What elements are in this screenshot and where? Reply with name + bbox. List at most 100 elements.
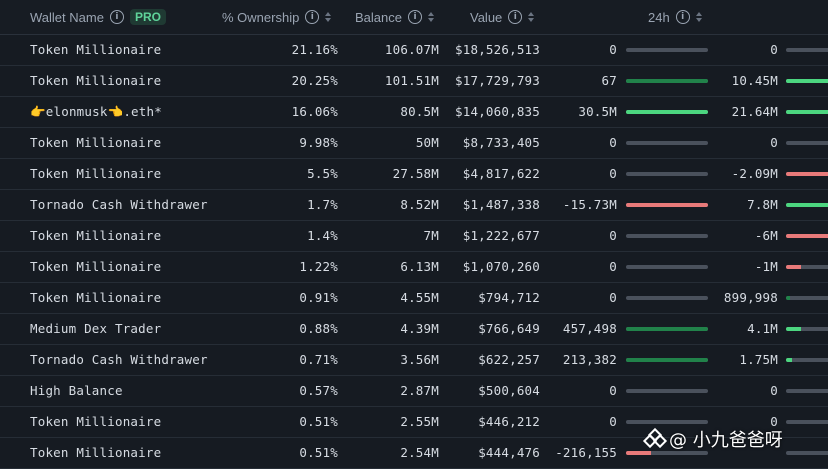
info-icon[interactable]: i <box>305 10 320 24</box>
wallet-name-link[interactable]: Token Millionaire <box>30 290 162 305</box>
column-label: 24h <box>648 9 670 25</box>
table-row[interactable]: Tornado Cash Withdrawer 1.7% 8.52M $1,487,3… <box>0 190 828 221</box>
table-row[interactable]: Medium Dex Trader 0.88% 4.39M $766,649 457,4… <box>0 314 828 345</box>
wallet-name-link[interactable]: Token Millionaire <box>30 42 162 57</box>
balance-value: 106.07M <box>384 42 439 57</box>
sort-icon[interactable] <box>325 12 332 22</box>
value-amount: $14,060,835 <box>455 104 540 119</box>
column-header-wallet-name[interactable]: Wallet Name i PRO <box>30 0 166 34</box>
wallet-name-link[interactable]: Token Millionaire <box>30 135 162 150</box>
change-24h-value: 0 <box>609 42 617 57</box>
change-bar <box>786 172 828 176</box>
value-amount: $8,733,405 <box>462 135 540 150</box>
table-header: Wallet Name i PRO % Ownership i Balance … <box>0 0 828 35</box>
value-amount: $766,649 <box>478 321 540 336</box>
wallet-name-link[interactable]: Token Millionaire <box>30 414 162 429</box>
change-secondary-value: 0 <box>770 42 778 57</box>
wallet-name-link[interactable]: 👉elonmusk👈.eth* <box>30 104 162 119</box>
change-secondary-value: 10.45M <box>731 73 778 88</box>
change-bar-fill <box>786 110 828 114</box>
value-amount: $18,526,513 <box>455 42 540 57</box>
info-icon[interactable]: i <box>109 10 124 24</box>
change-bar <box>626 265 708 269</box>
table-row[interactable]: Tornado Cash Withdrawer 0.71% 3.56M $622,25… <box>0 345 828 376</box>
change-bar-fill <box>626 79 708 83</box>
ownership-value: 9.98% <box>299 135 338 150</box>
balance-value: 2.54M <box>400 445 439 460</box>
column-label: Value <box>470 9 503 25</box>
wallet-name-link[interactable]: Token Millionaire <box>30 228 162 243</box>
wallet-name-link[interactable]: Token Millionaire <box>30 445 162 460</box>
info-icon[interactable]: i <box>407 10 422 24</box>
sort-icon[interactable] <box>695 12 702 22</box>
ownership-value: 0.88% <box>299 321 338 336</box>
change-bar-fill <box>626 110 708 114</box>
change-24h-value: 457,498 <box>562 321 617 336</box>
column-label: % Ownership <box>222 9 300 25</box>
diamond-logo-icon <box>642 427 668 449</box>
change-bar <box>626 358 708 362</box>
wallet-name-link[interactable]: High Balance <box>30 383 123 398</box>
change-bar <box>626 203 708 207</box>
wallet-name-link[interactable]: Token Millionaire <box>30 259 162 274</box>
change-bar-fill <box>786 358 793 362</box>
change-24h-value: -15.73M <box>562 197 617 212</box>
change-bar <box>786 110 828 114</box>
change-bar <box>786 79 828 83</box>
table-row[interactable]: Token Millionaire 5.5% 27.58M $4,817,622 0 -2… <box>0 159 828 190</box>
ownership-value: 0.51% <box>299 445 338 460</box>
table-row[interactable]: 👉elonmusk👈.eth* 16.06% 80.5M $14,060,835 30.… <box>0 97 828 128</box>
value-amount: $17,729,793 <box>455 73 540 88</box>
change-secondary-value: 4.1M <box>747 321 778 336</box>
info-icon[interactable]: i <box>675 10 690 24</box>
column-header-24h[interactable]: 24h i <box>648 0 702 34</box>
change-24h-value: 213,382 <box>562 352 617 367</box>
table-row[interactable]: High Balance 0.57% 2.87M $500,604 0 0 <box>0 376 828 407</box>
change-bar <box>786 265 828 269</box>
watermark-text: @ 小九爸爸呀 <box>669 430 783 451</box>
wallet-name-link[interactable]: Tornado Cash Withdrawer <box>30 197 208 212</box>
ownership-value: 5.5% <box>307 166 338 181</box>
ownership-value: 1.7% <box>307 197 338 212</box>
watermark: @ 小九爸爸呀 <box>642 426 783 452</box>
change-bar <box>626 141 708 145</box>
table-row[interactable]: Token Millionaire 21.16% 106.07M $18,526,51… <box>0 35 828 66</box>
table-row[interactable]: Token Millionaire 1.22% 6.13M $1,070,260 0 -1… <box>0 252 828 283</box>
change-bar <box>786 389 828 393</box>
change-secondary-value: 0 <box>770 414 778 429</box>
change-secondary-value: 7.8M <box>747 197 778 212</box>
column-header-balance[interactable]: Balance i <box>355 0 434 34</box>
change-bar <box>786 203 828 207</box>
column-header-ownership[interactable]: % Ownership i <box>222 0 332 34</box>
change-24h-value: 0 <box>609 135 617 150</box>
table-row[interactable]: Token Millionaire 20.25% 101.51M $17,729,79… <box>0 66 828 97</box>
table-row[interactable]: Token Millionaire 1.4% 7M $1,222,677 0 -6M <box>0 221 828 252</box>
change-24h-value: 0 <box>609 383 617 398</box>
change-bar <box>786 327 828 331</box>
wallet-name-link[interactable]: Tornado Cash Withdrawer <box>30 352 208 367</box>
change-24h-value: 0 <box>609 414 617 429</box>
balance-value: 27.58M <box>392 166 439 181</box>
change-24h-value: 0 <box>609 290 617 305</box>
wallet-name-link[interactable]: Token Millionaire <box>30 166 162 181</box>
change-secondary-value: 1.75M <box>739 352 778 367</box>
change-bar <box>626 327 708 331</box>
value-amount: $500,604 <box>478 383 540 398</box>
balance-value: 7M <box>423 228 439 243</box>
ownership-value: 0.71% <box>299 352 338 367</box>
balance-value: 4.55M <box>400 290 439 305</box>
wallet-name-link[interactable]: Medium Dex Trader <box>30 321 162 336</box>
table-row[interactable]: Token Millionaire 0.51% 2.55M $446,212 0 0 <box>0 407 828 438</box>
column-label: Wallet Name <box>30 9 104 25</box>
sort-icon[interactable] <box>528 12 535 22</box>
change-secondary-value: 0 <box>770 135 778 150</box>
column-header-value[interactable]: Value i <box>470 0 535 34</box>
table-row[interactable]: Token Millionaire 0.91% 4.55M $794,712 0 899,… <box>0 283 828 314</box>
change-bar <box>786 420 828 424</box>
ownership-value: 16.06% <box>291 104 338 119</box>
value-amount: $794,712 <box>478 290 540 305</box>
info-icon[interactable]: i <box>508 10 523 24</box>
table-row[interactable]: Token Millionaire 9.98% 50M $8,733,405 0 0 <box>0 128 828 159</box>
sort-icon[interactable] <box>427 12 434 22</box>
wallet-name-link[interactable]: Token Millionaire <box>30 73 162 88</box>
